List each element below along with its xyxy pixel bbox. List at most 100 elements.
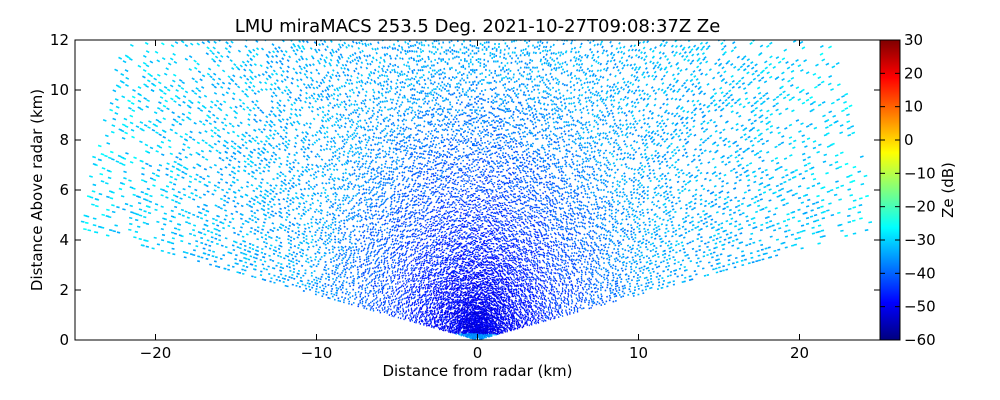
radar-gate	[615, 295, 618, 297]
radar-gate	[647, 164, 651, 168]
radar-gate	[774, 145, 778, 149]
radar-gate	[631, 66, 634, 70]
radar-gate	[529, 280, 531, 283]
radar-gate	[602, 182, 606, 185]
radar-gate	[607, 274, 610, 277]
radar-gate	[631, 132, 635, 136]
radar-gate	[545, 183, 548, 187]
radar-gate	[583, 146, 587, 149]
radar-gate	[508, 326, 510, 329]
radar-gate	[538, 295, 541, 298]
radar-gate	[564, 259, 567, 262]
radar-gate	[599, 149, 602, 152]
radar-gate	[707, 109, 711, 113]
radar-gate	[606, 84, 609, 88]
radar-gate	[649, 243, 653, 246]
radar-gate	[519, 276, 521, 279]
radar-gate	[525, 304, 528, 307]
radar-gate	[522, 282, 525, 285]
radar-gate	[618, 180, 622, 184]
radar-gate	[690, 111, 694, 114]
radar-gate	[621, 285, 624, 288]
radar-gate	[614, 229, 618, 232]
radar-gate	[580, 170, 584, 174]
radar-gate	[801, 140, 806, 144]
radar-gate	[612, 264, 615, 267]
radar-gate	[646, 122, 650, 126]
radar-gate	[590, 191, 593, 194]
radar-gate	[532, 250, 535, 253]
radar-gate	[601, 286, 604, 289]
radar-gate	[546, 317, 548, 319]
radar-gate	[561, 165, 564, 168]
radar-gate	[749, 162, 753, 165]
radar-gate	[657, 265, 661, 268]
radar-gate	[576, 309, 579, 311]
radar-gate	[632, 153, 635, 157]
radar-gate	[753, 180, 757, 184]
radar-gate	[569, 182, 572, 186]
radar-gate	[533, 297, 536, 300]
radar-gate	[492, 331, 495, 334]
radar-gate	[549, 218, 552, 221]
radar-gate	[671, 50, 675, 54]
radar-gate	[555, 224, 558, 227]
radar-gate	[760, 243, 764, 247]
radar-gate	[627, 37, 630, 40]
radar-gate	[566, 155, 569, 159]
radar-gate	[821, 186, 826, 189]
radar-gate	[682, 109, 686, 113]
radar-gate	[566, 239, 569, 242]
radar-gate	[591, 221, 595, 225]
radar-gate	[819, 44, 824, 49]
radar-gate	[789, 189, 793, 192]
radar-gate	[596, 127, 600, 131]
radar-gate	[638, 185, 641, 189]
radar-gate	[740, 124, 744, 128]
radar-gate	[791, 170, 795, 174]
radar-gate	[671, 205, 674, 208]
radar-gate	[581, 298, 583, 301]
radar-gate	[664, 177, 668, 181]
radar-gate	[697, 154, 701, 158]
radar-gate	[819, 235, 824, 238]
radar-gate	[561, 287, 564, 290]
radar-gate	[599, 249, 602, 252]
radar-gate	[546, 210, 549, 213]
radar-gate	[665, 185, 669, 188]
radar-gate	[542, 311, 545, 314]
radar-gate	[655, 233, 659, 236]
radar-gate	[625, 208, 628, 211]
radar-gate	[557, 310, 560, 313]
radar-gate	[598, 109, 602, 113]
radar-gate	[609, 142, 612, 146]
radar-gate	[679, 263, 683, 266]
radar-gate	[713, 247, 716, 250]
radar-gate	[742, 150, 746, 154]
radar-gate	[565, 309, 567, 312]
radar-gate	[733, 266, 737, 269]
radar-gate	[558, 306, 560, 308]
radar-gate	[712, 99, 716, 103]
radar-gate	[681, 259, 685, 262]
radar-gate	[590, 100, 593, 104]
radar-gate	[757, 254, 761, 257]
radar-gate	[624, 83, 628, 87]
radar-gate	[541, 300, 544, 303]
radar-gate	[612, 276, 615, 279]
radar-gate	[723, 238, 727, 241]
radar-gate	[531, 312, 534, 315]
radar-gate	[653, 132, 657, 135]
radar-gate	[579, 142, 582, 145]
radar-gate	[668, 254, 671, 257]
radar-gate	[638, 227, 641, 231]
radar-gate	[812, 146, 817, 150]
radar-gate	[718, 240, 722, 243]
radar-gate	[616, 107, 620, 111]
radar-gate	[611, 155, 615, 158]
radar-gate	[728, 208, 732, 212]
radar-gate	[630, 167, 634, 171]
radar-gate	[564, 227, 567, 230]
radar-gate	[694, 193, 698, 196]
radar-gate	[632, 275, 635, 278]
